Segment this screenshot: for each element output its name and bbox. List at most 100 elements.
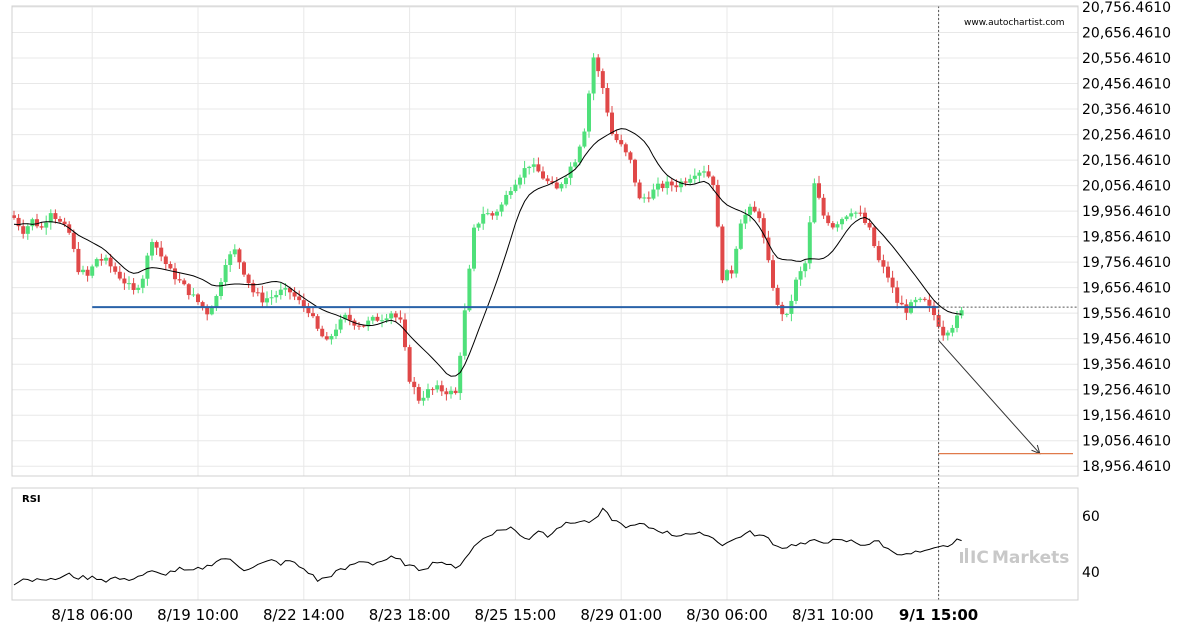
candle xyxy=(297,290,302,305)
price-tick-label: 19,856.4610 xyxy=(1082,230,1171,246)
candle-body xyxy=(384,318,389,321)
candle xyxy=(444,387,449,401)
candle-body xyxy=(122,278,127,284)
candle xyxy=(265,291,269,308)
candle xyxy=(775,284,780,309)
candle xyxy=(357,322,361,330)
candle-body xyxy=(513,184,518,192)
brand-watermark: IC Markets xyxy=(960,548,1069,568)
candle xyxy=(876,240,881,263)
candle xyxy=(849,208,854,220)
candle xyxy=(646,191,651,203)
time-tick-label: 8/29 01:00 xyxy=(580,606,662,624)
candle xyxy=(840,217,844,230)
candle xyxy=(159,241,164,262)
candle xyxy=(85,266,90,282)
price-tick-label: 19,156.4610 xyxy=(1082,408,1171,424)
candle xyxy=(48,209,53,230)
candle-body xyxy=(642,197,647,199)
candle xyxy=(702,165,706,178)
candle xyxy=(403,313,407,351)
candle xyxy=(499,202,504,217)
candle xyxy=(274,290,279,303)
candle-body xyxy=(674,185,679,188)
candle-body xyxy=(306,306,311,314)
candle-body xyxy=(761,218,766,238)
candle-body xyxy=(600,71,605,89)
candle xyxy=(200,300,205,311)
candle-body xyxy=(62,221,67,225)
candle-body xyxy=(849,213,854,217)
candle-body xyxy=(830,223,835,228)
candle xyxy=(393,310,398,323)
candle xyxy=(918,297,923,303)
candle-body xyxy=(265,298,269,303)
candle xyxy=(669,178,674,192)
candle-body xyxy=(288,288,292,293)
candle-body xyxy=(380,320,384,322)
candle xyxy=(665,176,670,195)
candle xyxy=(518,174,522,189)
rsi-tick-label: 60 xyxy=(1082,509,1100,525)
candle xyxy=(853,211,858,219)
candle-body xyxy=(39,226,44,228)
candle-body xyxy=(775,287,780,305)
candle xyxy=(58,216,62,224)
candle-body xyxy=(738,223,743,249)
price-tick-label: 20,156.4610 xyxy=(1082,153,1171,169)
candle-body xyxy=(867,222,872,228)
candle xyxy=(173,262,177,285)
price-tick-label: 19,056.4610 xyxy=(1082,434,1171,450)
candle-body xyxy=(527,166,532,169)
candle-body xyxy=(734,248,739,274)
candle xyxy=(508,186,513,199)
candle-body xyxy=(30,219,35,227)
candle-body xyxy=(370,316,375,321)
candle-body xyxy=(490,213,495,216)
candle xyxy=(338,314,343,334)
candle xyxy=(140,275,145,294)
candle xyxy=(145,252,150,286)
candle-body xyxy=(21,226,26,234)
candle-body xyxy=(752,206,757,212)
candle xyxy=(766,230,771,263)
rsi-series xyxy=(13,507,962,586)
candle xyxy=(196,293,200,305)
svg-text:IC: IC xyxy=(970,548,989,568)
candle xyxy=(242,260,246,277)
candle-body xyxy=(182,280,187,285)
candle-body xyxy=(817,183,821,198)
candle xyxy=(462,303,467,360)
candle xyxy=(347,308,352,326)
candle-body xyxy=(564,177,568,185)
candle-body xyxy=(108,257,113,267)
candle xyxy=(582,128,587,149)
candle xyxy=(872,226,877,248)
candle xyxy=(706,164,711,179)
candle-body xyxy=(200,302,205,308)
candle-body xyxy=(876,246,881,261)
candle xyxy=(122,272,127,290)
candle xyxy=(688,174,693,186)
candle xyxy=(922,296,927,302)
candle-body xyxy=(945,332,950,336)
candle xyxy=(886,261,890,283)
candle xyxy=(720,224,725,284)
candle xyxy=(301,293,306,312)
candle-body xyxy=(518,177,522,185)
candle xyxy=(476,222,481,231)
candle xyxy=(458,352,463,400)
candle-body xyxy=(886,266,890,278)
candle-body xyxy=(458,355,463,394)
candle-body xyxy=(389,313,394,319)
candle-body xyxy=(922,298,927,300)
candle xyxy=(697,170,702,183)
candle-body xyxy=(113,266,118,272)
time-tick-label: 8/22 14:00 xyxy=(263,606,345,624)
candle-body xyxy=(48,213,53,223)
brand-name: Markets xyxy=(992,548,1069,568)
candle xyxy=(467,264,472,312)
rsi-line xyxy=(13,507,962,586)
candle xyxy=(633,158,637,187)
candle xyxy=(12,210,16,220)
